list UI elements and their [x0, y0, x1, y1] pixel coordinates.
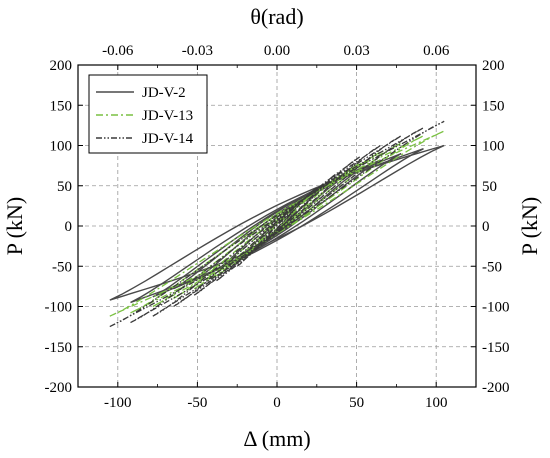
- x-axis-title: Δ (mm): [243, 426, 310, 451]
- y-tick-label-left: -50: [52, 259, 72, 275]
- ticks: -100 -50 0 50 100 -0.06 -0.03 0.00 0.03 0.06 -200 -…: [45, 43, 510, 411]
- x-tick-label: 100: [425, 395, 448, 411]
- y-tick-label-left: 100: [50, 139, 73, 155]
- series-jd-v-14: [109, 120, 445, 328]
- y-tick-label-right: -100: [482, 300, 510, 316]
- y-tick-label-left: 150: [50, 98, 73, 114]
- y-tick-label-right: 150: [482, 98, 505, 114]
- top-tick-label: 0.00: [264, 43, 290, 59]
- x-tick-label: 0: [273, 395, 281, 411]
- x-tick-label: -50: [187, 395, 207, 411]
- hysteresis-loop: [130, 135, 424, 314]
- top-tick-label: -0.06: [102, 43, 134, 59]
- x-tick-label: 50: [349, 395, 364, 411]
- y-tick-label-left: 50: [57, 179, 72, 195]
- curves: [109, 120, 445, 328]
- y-tick-label-right: -150: [482, 340, 510, 356]
- hysteresis-loop: [130, 148, 424, 304]
- hysteresis-loop: [109, 120, 445, 328]
- y-tick-label-right: 100: [482, 139, 505, 155]
- legend-box: [88, 74, 208, 154]
- y-tick-label-left: 200: [50, 58, 73, 74]
- legend-label: JD-V-14: [142, 131, 194, 147]
- y-tick-label-left: -200: [45, 380, 73, 396]
- top-tick-label: -0.03: [182, 43, 213, 59]
- legend: JD-V-2 JD-V-13 JD-V-14: [88, 74, 208, 154]
- x-tick-label: -100: [104, 395, 132, 411]
- hysteresis-loop: [152, 142, 402, 308]
- y-tick-label-left: -100: [45, 300, 73, 316]
- y-tick-label-right: -50: [482, 259, 502, 275]
- top-tick-label: 0.03: [343, 43, 369, 59]
- y-tick-label-right: 200: [482, 58, 505, 74]
- y-tick-label-right: -200: [482, 380, 510, 396]
- top-tick-label: 0.06: [423, 43, 450, 59]
- legend-label: JD-V-13: [142, 108, 193, 124]
- y-tick-label-right: 50: [482, 179, 497, 195]
- hysteresis-loop: [130, 127, 424, 324]
- y-tick-label-left: -150: [45, 340, 73, 356]
- hysteresis-loop: [109, 130, 445, 317]
- top-axis-title: θ(rad): [250, 4, 303, 29]
- y-tick-label-left: 0: [65, 219, 73, 235]
- y-axis-title-left: P (kN): [2, 197, 27, 255]
- y-axis-title-right: P (kN): [517, 197, 542, 255]
- y-tick-label-right: 0: [482, 219, 490, 235]
- hysteresis-loop: [109, 144, 445, 301]
- legend-label: JD-V-2: [142, 85, 186, 101]
